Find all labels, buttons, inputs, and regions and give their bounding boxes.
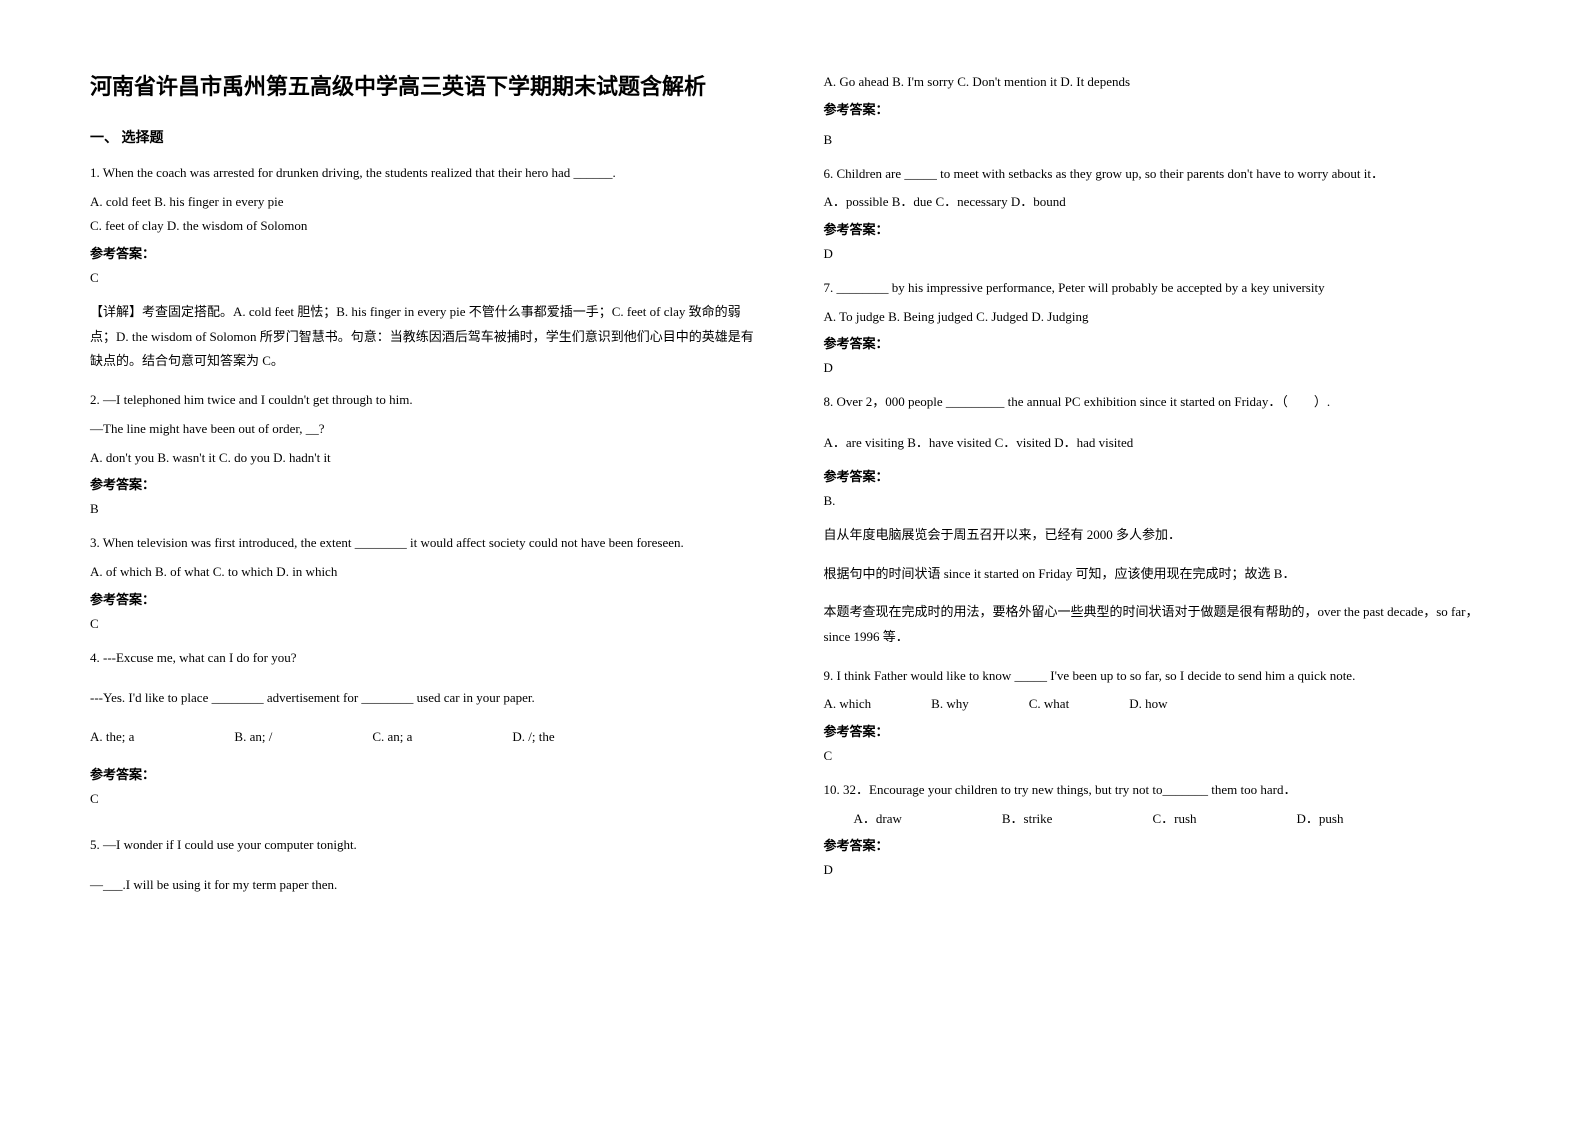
question-6-answer: D: [824, 246, 1498, 262]
question-2-text2: —The line might have been out of order, …: [90, 417, 764, 442]
question-4-options: A. the; a B. an; / C. an; a D. /; the: [90, 725, 764, 750]
left-column: 河南省许昌市禹州第五高级中学高三英语下学期期末试题含解析 一、 选择题 1. W…: [90, 70, 764, 1052]
question-4-option-b: B. an; /: [234, 725, 272, 750]
answer-label: 参考答案：: [90, 243, 764, 262]
question-9-option-d: D. how: [1129, 692, 1167, 717]
answer-label: 参考答案：: [90, 764, 764, 783]
question-9-answer: C: [824, 748, 1498, 764]
question-10-option-b: B．strike: [1002, 807, 1053, 832]
question-9-options: A. which B. why C. what D. how: [824, 692, 1498, 717]
question-5-text1: 5. —I wonder if I could use your compute…: [90, 833, 764, 858]
question-9-text: 9. I think Father would like to know ___…: [824, 664, 1498, 689]
answer-label: 参考答案：: [824, 835, 1498, 854]
question-8-exp2: 根据句中的时间状语 since it started on Friday 可知，…: [824, 562, 1498, 587]
question-4-option-c: C. an; a: [372, 725, 412, 750]
question-3-options: A. of which B. of what C. to which D. in…: [90, 560, 764, 585]
question-7-text: 7. ________ by his impressive performanc…: [824, 276, 1498, 301]
question-9-option-b: B. why: [931, 692, 969, 717]
answer-label: 参考答案：: [824, 466, 1498, 485]
question-7-options: A. To judge B. Being judged C. Judged D.…: [824, 305, 1498, 330]
question-5-answer: B: [824, 132, 1498, 148]
question-8-answer: B.: [824, 493, 1498, 509]
question-6-options: A．possible B．due C．necessary D．bound: [824, 190, 1498, 215]
question-5-options: A. Go ahead B. I'm sorry C. Don't mentio…: [824, 70, 1498, 95]
question-10-option-d: D．push: [1297, 807, 1344, 832]
question-4-text2: ---Yes. I'd like to place ________ adver…: [90, 686, 764, 711]
question-1-text: 1. When the coach was arrested for drunk…: [90, 161, 764, 186]
answer-label: 参考答案：: [824, 721, 1498, 740]
question-10-text: 10. 32．Encourage your children to try ne…: [824, 778, 1498, 803]
question-6-text: 6. Children are _____ to meet with setba…: [824, 162, 1498, 187]
question-4-answer: C: [90, 791, 764, 807]
question-9-option-a: A. which: [824, 692, 872, 717]
question-3-answer: C: [90, 616, 764, 632]
question-10-answer: D: [824, 862, 1498, 878]
question-2-text1: 2. —I telephoned him twice and I couldn'…: [90, 388, 764, 413]
question-3-text: 3. When television was first introduced,…: [90, 531, 764, 556]
question-5-text2: —___.I will be using it for my term pape…: [90, 873, 764, 898]
question-1-explanation: 【详解】考查固定搭配。A. cold feet 胆怯；B. his finger…: [90, 300, 764, 374]
question-4-text1: 4. ---Excuse me, what can I do for you?: [90, 646, 764, 671]
question-8-exp3: 本题考查现在完成时的用法，要格外留心一些典型的时间状语对于做题是很有帮助的，ov…: [824, 600, 1498, 649]
section-header: 一、 选择题: [90, 127, 764, 147]
question-9-option-c: C. what: [1029, 692, 1069, 717]
answer-label: 参考答案：: [824, 219, 1498, 238]
answer-label: 参考答案：: [824, 99, 1498, 118]
answer-label: 参考答案：: [90, 589, 764, 608]
question-8-exp1: 自从年度电脑展览会于周五召开以来，已经有 2000 多人参加．: [824, 523, 1498, 548]
answer-label: 参考答案：: [90, 474, 764, 493]
question-8-options: A．are visiting B．have visited C．visited …: [824, 431, 1498, 456]
document-title: 河南省许昌市禹州第五高级中学高三英语下学期期末试题含解析: [90, 70, 764, 103]
question-10-option-a: A．draw: [854, 807, 902, 832]
question-10-options: A．draw B．strike C．rush D．push: [824, 807, 1498, 832]
question-2-options: A. don't you B. wasn't it C. do you D. h…: [90, 446, 764, 471]
question-4-option-a: A. the; a: [90, 725, 134, 750]
question-8-text: 8. Over 2，000 people _________ the annua…: [824, 390, 1498, 415]
question-1-answer: C: [90, 270, 764, 286]
question-2-answer: B: [90, 501, 764, 517]
question-10-option-c: C．rush: [1152, 807, 1196, 832]
question-4-option-d: D. /; the: [512, 725, 554, 750]
answer-label: 参考答案：: [824, 333, 1498, 352]
question-7-answer: D: [824, 360, 1498, 376]
right-column: A. Go ahead B. I'm sorry C. Don't mentio…: [824, 70, 1498, 1052]
question-1-options-cd: C. feet of clay D. the wisdom of Solomon: [90, 214, 764, 239]
question-1-options-ab: A. cold feet B. his finger in every pie: [90, 190, 764, 215]
